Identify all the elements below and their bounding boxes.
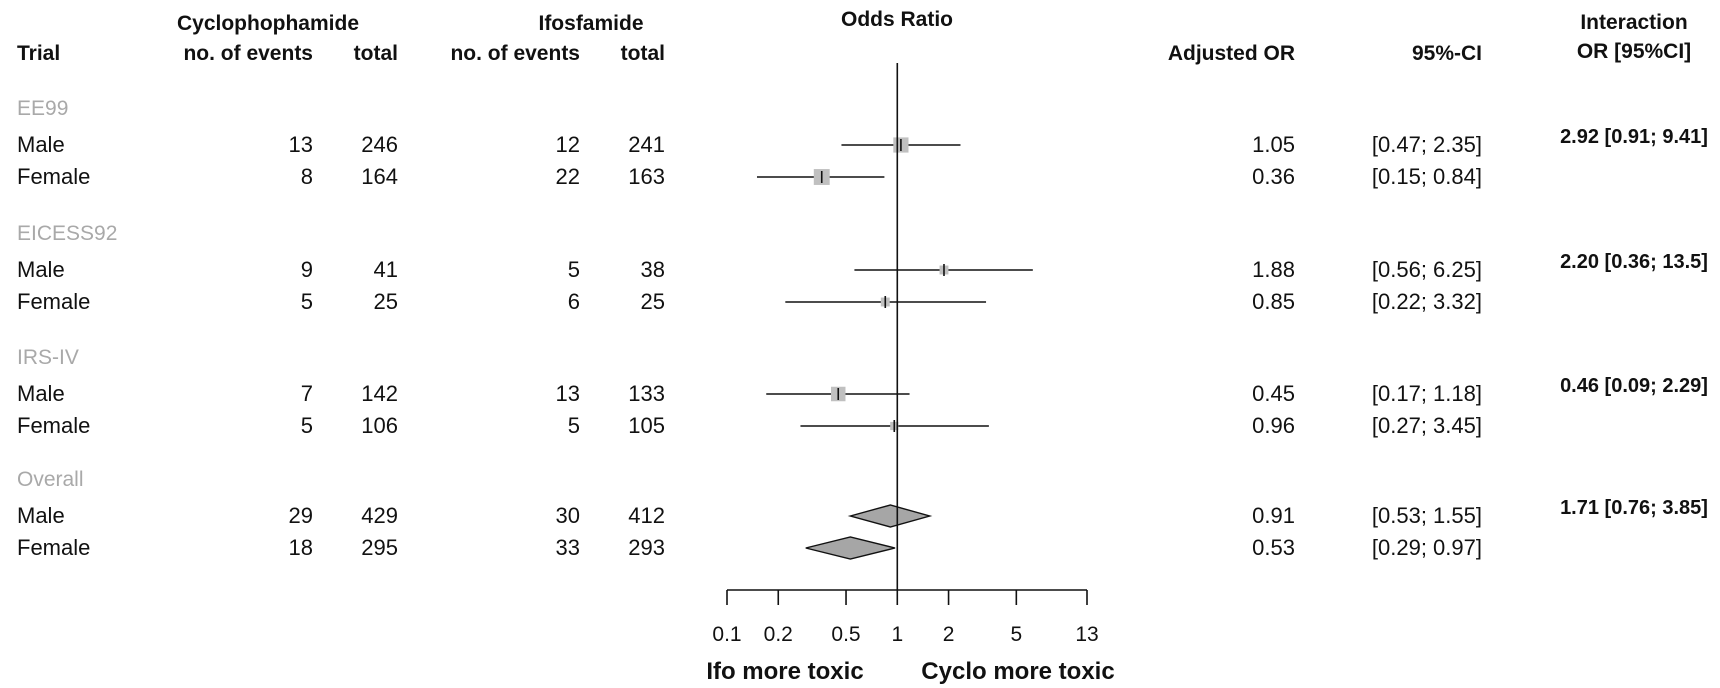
ifo-events-cell: 13 [556, 381, 580, 406]
plot-area: 0.1 0.2 0.5 1 2 5 13 [712, 63, 1099, 646]
row-label: Male [17, 257, 65, 282]
header-ci: 95%-CI [1412, 42, 1482, 65]
row-label: Female [17, 289, 90, 314]
x-axis-tick-label: 2 [943, 623, 955, 646]
group-label: EICESS92 [17, 222, 117, 245]
group-label: Overall [17, 468, 84, 491]
cyclo-events-cell: 5 [301, 289, 313, 314]
summary-diamond [847, 504, 933, 528]
ifo-total-cell: 38 [641, 257, 665, 282]
ifo-total-cell: 163 [628, 164, 665, 189]
header-trial: Trial [17, 42, 60, 65]
cyclo-events-cell: 5 [301, 413, 313, 438]
row-label: Female [17, 535, 90, 560]
ci-cell: [0.27; 3.45] [1372, 413, 1482, 438]
ifo-events-cell: 5 [568, 257, 580, 282]
ifo-events-cell: 6 [568, 289, 580, 314]
cyclo-total-cell: 429 [361, 503, 398, 528]
ci-cell: [0.47; 2.35] [1372, 132, 1482, 157]
adjusted-or-cell: 0.85 [1252, 289, 1295, 314]
interaction-value: 0.46 [0.09; 2.29] [1560, 375, 1708, 397]
column-headers: Trial Cyclophophamide no. of events tota… [17, 8, 1691, 65]
header-cyclo-total: total [354, 42, 398, 65]
header-interaction-line1: Interaction [1580, 11, 1687, 34]
x-axis-tick-label: 13 [1075, 623, 1098, 646]
x-axis-tick-label: 5 [1010, 623, 1022, 646]
summary-diamond [805, 536, 896, 560]
ifo-total-cell: 293 [628, 535, 665, 560]
xlabel-right: Cyclo more toxic [921, 658, 1114, 685]
adjusted-or-cell: 0.53 [1252, 535, 1295, 560]
cyclo-total-cell: 41 [374, 257, 398, 282]
ci-cell: [0.15; 0.84] [1372, 164, 1482, 189]
interaction-value: 1.71 [0.76; 3.85] [1560, 497, 1708, 519]
header-adjusted-or: Adjusted OR [1168, 42, 1295, 65]
x-axis-tick-label: 0.1 [712, 623, 741, 646]
ci-cell: [0.56; 6.25] [1372, 257, 1482, 282]
interaction-value: 2.92 [0.91; 9.41] [1560, 126, 1708, 148]
cyclo-total-cell: 164 [361, 164, 398, 189]
header-ifo-group: Ifosfamide [538, 12, 643, 35]
ifo-total-cell: 412 [628, 503, 665, 528]
ci-cell: [0.29; 0.97] [1372, 535, 1482, 560]
cyclo-total-cell: 295 [361, 535, 398, 560]
ci-cell: [0.17; 1.18] [1372, 381, 1482, 406]
row-label: Female [17, 164, 90, 189]
cyclo-events-cell: 18 [289, 535, 313, 560]
interaction-value: 2.20 [0.36; 13.5] [1560, 251, 1708, 273]
adjusted-or-cell: 0.91 [1252, 503, 1295, 528]
ifo-events-cell: 30 [556, 503, 580, 528]
ifo-total-cell: 25 [641, 289, 665, 314]
group-label: EE99 [17, 97, 68, 120]
header-interaction-line2: OR [95%CI] [1577, 40, 1691, 63]
header-ifo-events: no. of events [450, 42, 580, 65]
cyclo-total-cell: 25 [374, 289, 398, 314]
row-label: Male [17, 381, 65, 406]
row-label: Male [17, 503, 65, 528]
adjusted-or-cell: 0.36 [1252, 164, 1295, 189]
x-axis-tick-label: 0.2 [764, 623, 793, 646]
row-label: Female [17, 413, 90, 438]
ci-cell: [0.22; 3.32] [1372, 289, 1482, 314]
ifo-total-cell: 241 [628, 132, 665, 157]
ifo-events-cell: 33 [556, 535, 580, 560]
ifo-total-cell: 133 [628, 381, 665, 406]
ifo-events-cell: 5 [568, 413, 580, 438]
ci-cell: [0.53; 1.55] [1372, 503, 1482, 528]
adjusted-or-cell: 1.88 [1252, 257, 1295, 282]
adjusted-or-cell: 0.45 [1252, 381, 1295, 406]
cyclo-total-cell: 106 [361, 413, 398, 438]
header-ifo-total: total [621, 42, 665, 65]
xlabel-left: Ifo more toxic [706, 658, 863, 685]
ifo-events-cell: 12 [556, 132, 580, 157]
cyclo-events-cell: 7 [301, 381, 313, 406]
x-axis-tick-label: 0.5 [831, 623, 860, 646]
ifo-total-cell: 105 [628, 413, 665, 438]
cyclo-events-cell: 9 [301, 257, 313, 282]
adjusted-or-cell: 0.96 [1252, 413, 1295, 438]
header-cyclo-events: no. of events [183, 42, 313, 65]
cyclo-events-cell: 13 [289, 132, 313, 157]
cyclo-total-cell: 246 [361, 132, 398, 157]
adjusted-or-cell: 1.05 [1252, 132, 1295, 157]
x-axis-tick-label: 1 [891, 623, 903, 646]
table-rows: EE99 2.92 [0.91; 9.41] Male 13 246 12 241 1.05 [… [17, 97, 1708, 560]
cyclo-total-cell: 142 [361, 381, 398, 406]
group-label: IRS-IV [17, 346, 79, 369]
row-label: Male [17, 132, 65, 157]
header-plot-title: Odds Ratio [841, 8, 953, 31]
ifo-events-cell: 22 [556, 164, 580, 189]
header-cyclo-group: Cyclophophamide [177, 12, 359, 35]
cyclo-events-cell: 8 [301, 164, 313, 189]
cyclo-events-cell: 29 [289, 503, 313, 528]
